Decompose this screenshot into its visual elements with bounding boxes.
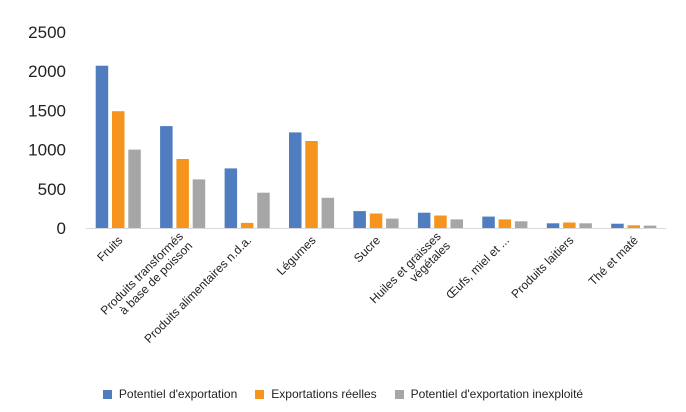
y-tick-label: 1500 [28,101,66,120]
x-tick-label-line: Légumes [274,233,319,278]
bar [611,223,624,228]
bar [369,213,383,228]
y-tick-label: 500 [38,180,66,199]
bar [450,219,463,228]
legend-swatch-potentiel-inexploite [394,389,404,399]
y-tick-label: 2000 [28,62,66,81]
bar [498,219,512,228]
bar [95,65,109,228]
bar [546,223,560,228]
x-tick-label-line: Thé et maté [586,233,641,288]
bar [386,218,399,228]
bar [579,223,592,228]
bars [95,65,657,228]
bar [305,141,318,228]
bar [176,159,189,228]
bar [128,149,141,228]
legend-item-potentiel-inexploite: Potentiel d'exportation inexploité [394,387,584,401]
bar [289,132,302,228]
x-tick-label: Sucre [351,233,383,265]
y-tick-label: 1000 [28,141,66,160]
legend-label-exportations-reelles: Exportations réelles [271,387,377,401]
bar [240,222,254,228]
x-tick-label: Produits laitiers [509,233,577,301]
bar [417,212,431,228]
bar [482,216,495,228]
legend-label-potentiel-inexploite: Potentiel d'exportation inexploité [410,387,584,401]
x-tick-label: Thé et maté [586,233,641,288]
legend-item-exportations-reelles: Exportations réelles [255,387,377,401]
legend-swatch-exportations-reelles [255,389,265,399]
legend-swatch-potentiel [102,389,112,399]
x-tick-label-line: Produits laitiers [509,233,577,301]
bar [112,111,125,228]
bar [224,168,238,228]
x-tick-label-line: Sucre [351,233,383,265]
bar [321,197,335,228]
x-tick-label-line: Œufs, miel et ... [443,233,512,302]
legend: Potentiel d'exportation Exportations rée… [0,383,686,405]
bar [353,211,366,228]
legend-label-potentiel: Potentiel d'exportation [118,387,238,401]
bar [434,215,447,228]
x-tick-label: Légumes [274,233,319,278]
y-axis: 0 500 1000 1500 2000 2500 [28,23,66,238]
bar [257,192,270,228]
legend-item-potentiel: Potentiel d'exportation [102,387,238,401]
bar [514,221,528,228]
bar [192,179,206,228]
x-tick-label-line: Fruits [94,233,125,264]
x-tick-label: Fruits [94,233,125,264]
bar [563,222,576,228]
x-tick-label: Œufs, miel et ... [443,233,512,302]
y-tick-label: 0 [57,219,66,238]
bar [160,126,173,228]
y-tick-label: 2500 [28,23,66,42]
bar [627,225,640,228]
bar [643,225,657,228]
